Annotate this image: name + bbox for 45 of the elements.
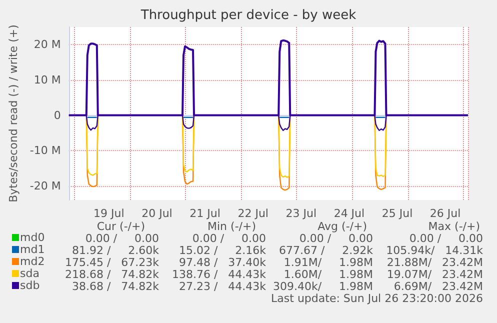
text: 19.07M/ 23.42M	[386, 268, 484, 281]
text: 309.40k/ 1.98M	[272, 280, 373, 293]
x-tick-label: 26 Jul	[430, 207, 461, 220]
legend-label: md2	[20, 255, 45, 268]
text: 1.91M/ 1.98M	[284, 256, 373, 269]
x-tick-label: 24 Jul	[334, 207, 365, 220]
text: 81.92 / 2.60k	[72, 244, 160, 257]
text: 0.00 / 0.00	[85, 232, 159, 245]
text: 105.94k/ 14.31k	[386, 244, 484, 257]
legend-label: sdb	[20, 279, 40, 292]
chart-title: Throughput per device - by week	[140, 8, 357, 23]
text: Max (-/+)	[428, 220, 480, 233]
text: 218.68 / 74.82k	[64, 268, 160, 281]
legend-label: md0	[20, 231, 45, 244]
text: 38.68 / 74.82k	[72, 280, 160, 293]
text: Cur (-/+)	[96, 220, 146, 233]
text: 21.88M/ 23.42M	[386, 256, 484, 269]
text: 6.69M/ 23.42M	[394, 280, 484, 293]
x-tick-label: 19 Jul	[94, 207, 124, 220]
x-tick-label: 22 Jul	[238, 207, 268, 220]
text: 0.00 / 0.00	[192, 232, 266, 245]
text: 138.76 / 44.43k	[172, 268, 267, 281]
legend-label: md1	[20, 243, 45, 256]
text: 1.60M/ 1.98M	[284, 268, 373, 281]
y-axis-title: Bytes/second read (-) / write (+)	[7, 24, 20, 202]
text: 677.67 / 2.92k	[278, 244, 374, 257]
x-tick-label: 21 Jul	[190, 207, 220, 220]
x-tick-label: 23 Jul	[286, 207, 317, 220]
text: Avg (-/+)	[318, 220, 368, 233]
y-tick-label: 20 M	[34, 38, 61, 52]
text: 0.00 / 0.00	[299, 232, 373, 245]
x-tick-label: 20 Jul	[142, 207, 172, 220]
y-tick-label: 0	[54, 108, 61, 122]
x-tick-label: 25 Jul	[382, 207, 413, 220]
text: 0.00 / 0.00	[409, 232, 483, 245]
y-tick-label: -20 M	[30, 179, 61, 192]
y-tick-label: 10 M	[34, 73, 61, 86]
text: 175.45 / 67.23k	[64, 256, 160, 269]
text: 27.23 / 44.43k	[178, 280, 267, 293]
y-tick-label: -10 M	[30, 144, 61, 158]
text: Min (-/+)	[208, 220, 256, 233]
legend-label: sda	[20, 267, 40, 280]
text: 97.48 / 37.40k	[178, 256, 267, 269]
text: 15.02 / 2.16k	[178, 244, 267, 257]
text: Last update: Sun Jul 26 23:20:00 2026	[271, 292, 484, 305]
